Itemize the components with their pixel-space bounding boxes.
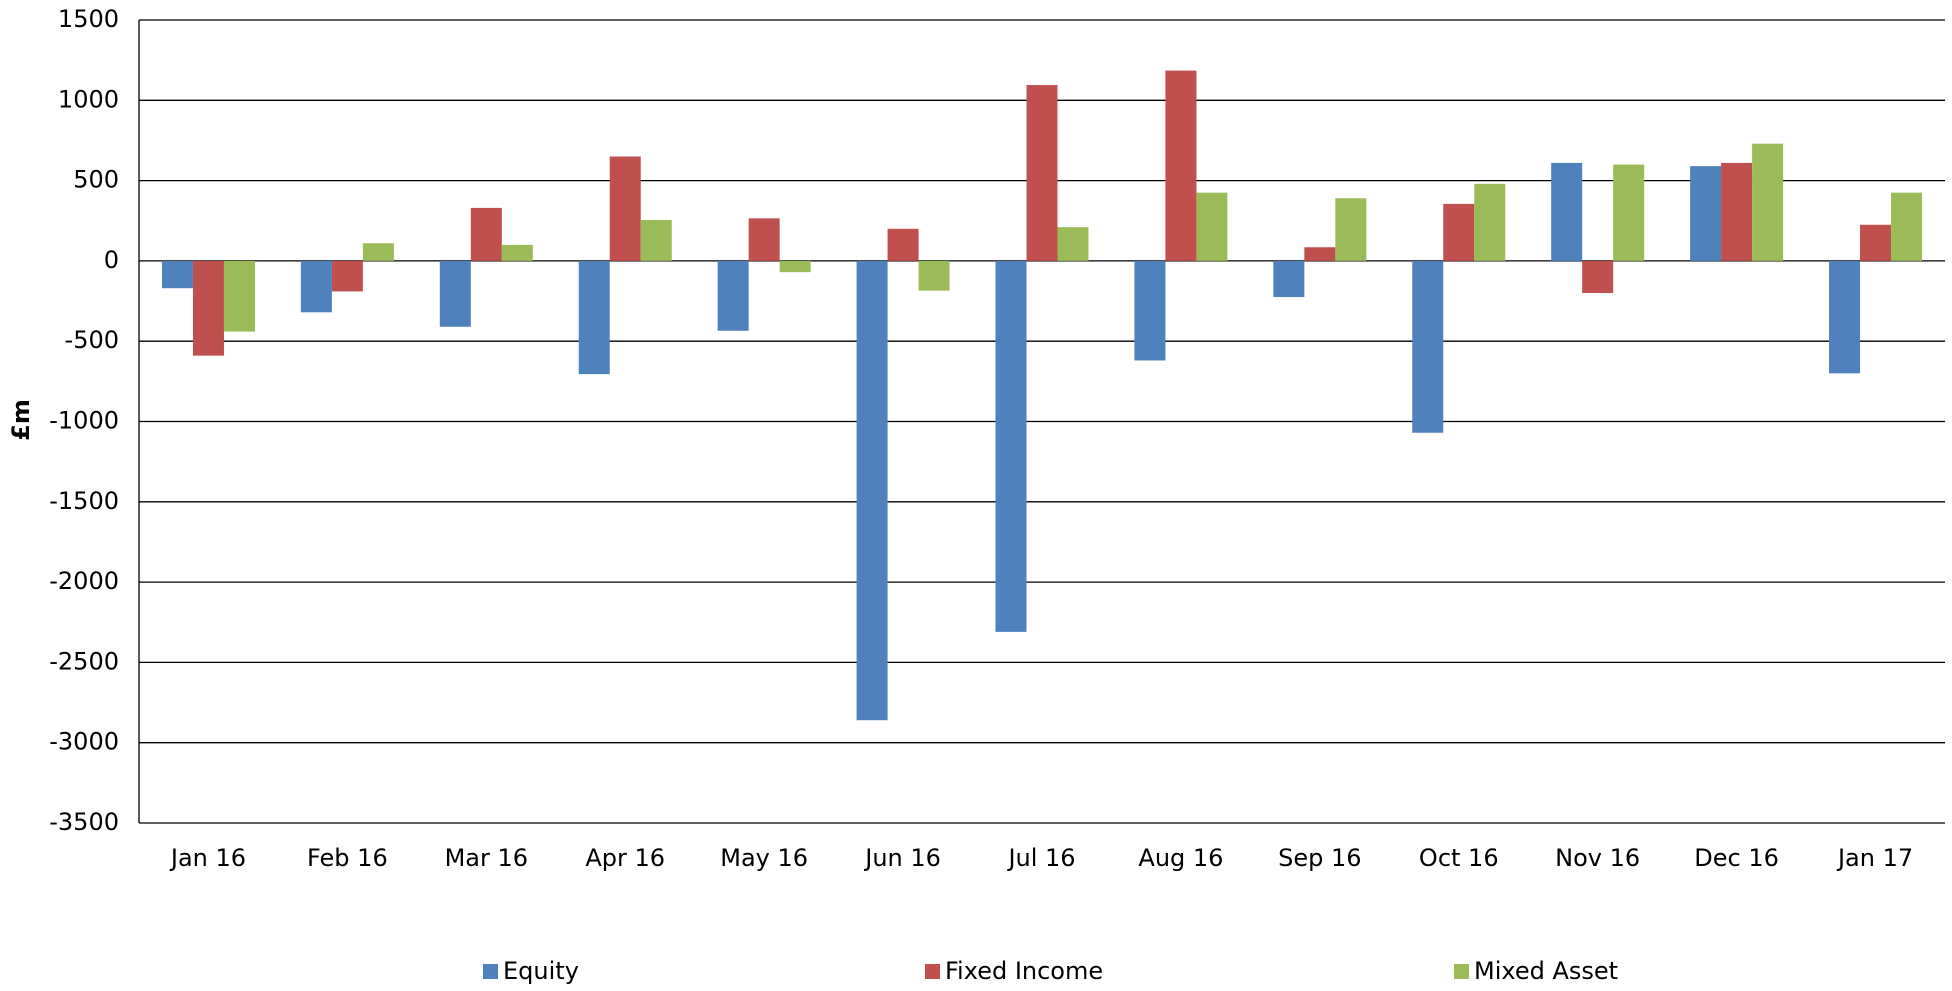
bar <box>1860 224 1892 261</box>
y-tick-label: -2000 <box>49 567 119 595</box>
bar <box>887 228 919 261</box>
bar <box>1891 192 1923 261</box>
x-tick-label: Jan 17 <box>1836 844 1913 872</box>
bar <box>779 260 811 273</box>
y-tick-label: 0 <box>104 246 119 274</box>
bar <box>501 244 533 261</box>
legend-swatch <box>925 964 940 979</box>
bar <box>161 260 193 289</box>
bar <box>1474 183 1506 261</box>
x-tick-label: Nov 16 <box>1555 844 1640 872</box>
y-tick-label: -500 <box>65 326 119 354</box>
bar <box>1026 85 1058 261</box>
legend-label: Mixed Asset <box>1474 957 1618 985</box>
bar <box>918 260 950 291</box>
bar <box>1412 260 1444 433</box>
legend-label: Equity <box>503 957 579 985</box>
x-tick-label: May 16 <box>720 844 808 872</box>
bar <box>1273 260 1305 298</box>
bar <box>717 260 749 331</box>
x-tick-label: Jan 16 <box>169 844 246 872</box>
y-tick-label: -1500 <box>49 487 119 515</box>
bar <box>470 207 502 261</box>
x-tick-label: Jul 16 <box>1006 844 1075 872</box>
bar <box>439 260 471 327</box>
y-tick-label: -3500 <box>49 808 119 836</box>
x-tick-label: Mar 16 <box>445 844 528 872</box>
bar <box>300 260 332 313</box>
y-tick-label: 1000 <box>58 85 119 113</box>
x-tick-label: Sep 16 <box>1278 844 1361 872</box>
bar <box>1304 247 1336 261</box>
x-tick-label: Dec 16 <box>1694 844 1779 872</box>
legend-swatch <box>1454 964 1469 979</box>
bar <box>1721 162 1753 261</box>
bar <box>223 260 255 332</box>
y-tick-label: -2500 <box>49 647 119 675</box>
bar <box>1057 227 1089 261</box>
bar <box>1165 70 1197 261</box>
legend-label: Fixed Income <box>945 957 1103 985</box>
bar <box>748 218 780 261</box>
bar <box>192 260 224 356</box>
bar <box>1443 203 1475 261</box>
y-tick-label: -1000 <box>49 407 119 435</box>
bar <box>1752 143 1784 261</box>
bar <box>1690 166 1722 261</box>
bar <box>1551 162 1583 261</box>
bar <box>1613 164 1645 261</box>
bar <box>331 260 363 292</box>
y-tick-label: 1500 <box>58 5 119 33</box>
bar <box>856 260 888 721</box>
legend-swatch <box>483 964 498 979</box>
y-axis-label: £m <box>7 399 35 441</box>
bar <box>1134 260 1166 361</box>
bar <box>1829 260 1861 374</box>
y-tick-label: -3000 <box>49 728 119 756</box>
bar <box>362 243 394 261</box>
bar <box>609 156 641 261</box>
bar <box>1582 260 1614 294</box>
bar <box>578 260 610 375</box>
bar <box>640 219 672 261</box>
x-tick-label: Oct 16 <box>1419 844 1499 872</box>
bar <box>995 260 1027 632</box>
bar <box>1196 192 1228 261</box>
x-tick-label: Jun 16 <box>863 844 941 872</box>
y-tick-label: 500 <box>73 166 119 194</box>
bar <box>1335 198 1367 261</box>
x-tick-label: Apr 16 <box>585 844 665 872</box>
x-tick-label: Feb 16 <box>307 844 388 872</box>
x-tick-label: Aug 16 <box>1138 844 1223 872</box>
